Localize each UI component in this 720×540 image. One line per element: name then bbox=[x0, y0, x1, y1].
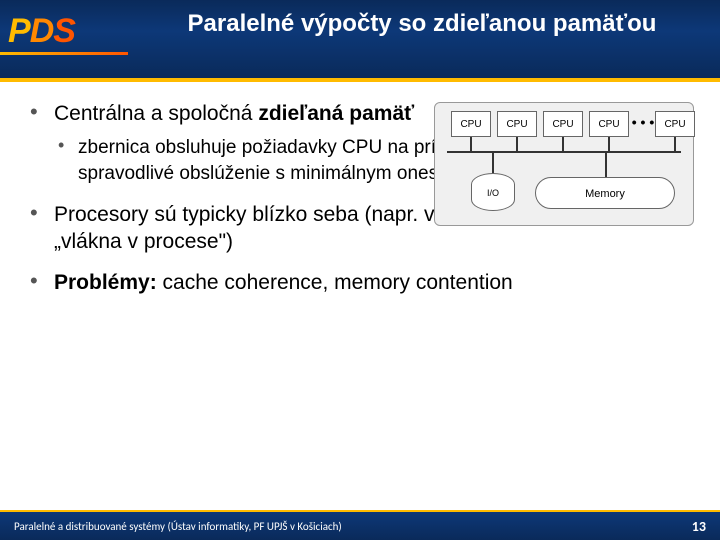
diagram-cpu-4: CPU bbox=[589, 111, 629, 137]
bullet-1-bold: zdieľaná pamäť bbox=[258, 102, 414, 125]
logo: PDS bbox=[8, 12, 75, 51]
diagram-cpu-3: CPU bbox=[543, 111, 583, 137]
page-number: 13 bbox=[692, 518, 706, 535]
diagram-bus bbox=[447, 151, 681, 153]
slide-header: PDS Paralelné výpočty so zdieľanou pamäť… bbox=[0, 0, 720, 78]
logo-underline bbox=[0, 52, 128, 55]
bullet-3: Problémy: cache coherence, memory conten… bbox=[24, 269, 696, 296]
slide-title: Paralelné výpočty so zdieľanou pamäťou bbox=[132, 10, 712, 38]
diagram-cpu-1: CPU bbox=[451, 111, 491, 137]
architecture-diagram: CPU CPU CPU CPU • • • CPU I/O Memory bbox=[434, 102, 694, 226]
slide-footer: Paralelné a distribuované systémy (Ústav… bbox=[0, 512, 720, 540]
diagram-cpu-n: CPU bbox=[655, 111, 695, 137]
bullet-3-rest: cache coherence, memory contention bbox=[157, 271, 513, 294]
diagram-dots: • • • bbox=[631, 111, 655, 137]
bullet-1-prefix: Centrálna a spoločná bbox=[54, 102, 258, 125]
diagram-memory: Memory bbox=[535, 177, 675, 209]
footer-text: Paralelné a distribuované systémy (Ústav… bbox=[14, 520, 342, 533]
bullet-3-bold: Problémy: bbox=[54, 271, 157, 294]
diagram-cpu-2: CPU bbox=[497, 111, 537, 137]
diagram-io: I/O bbox=[471, 173, 515, 211]
